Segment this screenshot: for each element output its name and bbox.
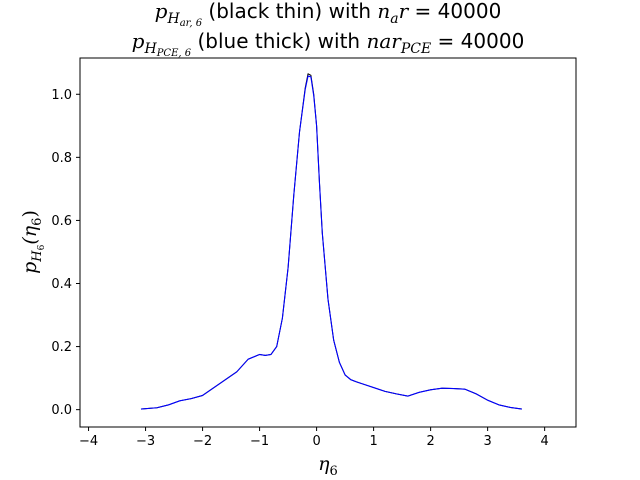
x-tick-label: 2 [426,434,434,449]
title-line-1: pHar, 6 (black thin) with nar = 40000 [155,0,502,29]
series-line-ar [140,73,522,410]
y-tick-label: 0.8 [51,151,72,166]
y-tick-label: 0.4 [51,277,72,292]
y-axis-label: pH6(η6) [19,210,47,274]
y-tick-label: 0.2 [51,340,72,355]
y-tick-label: 0.6 [51,214,72,229]
y-tick-label: 0.0 [51,403,72,418]
plot-frame [79,57,577,428]
x-tick-label: 3 [483,434,491,449]
x-tick-label: 1 [369,434,377,449]
x-tick-label: −2 [193,434,212,449]
x-tick-label: −3 [136,434,155,449]
y-axis-title: pH6(η6) [19,210,47,274]
x-axis-label: η6 [318,453,338,479]
x-axis-ticks: −4 −3 −2 −1 0 1 2 3 4 [79,427,549,449]
series-lines [140,73,522,410]
y-tick-label: 1.0 [51,88,72,103]
x-tick-label: −4 [79,434,98,449]
chart-title: pHar, 6 (black thin) with nar = 40000pHP… [132,0,525,59]
y-axis-ticks: 0.0 0.2 0.4 0.6 0.8 1.0 [51,88,80,418]
x-tick-label: 4 [541,434,549,449]
x-tick-label: −1 [250,434,269,449]
series-line-pce [140,75,522,410]
x-tick-label: 0 [312,434,320,449]
x-axis-title: η6 [318,453,338,479]
title-line-2: pHPCE, 6 (blue thick) with narPCE = 4000… [132,29,525,59]
